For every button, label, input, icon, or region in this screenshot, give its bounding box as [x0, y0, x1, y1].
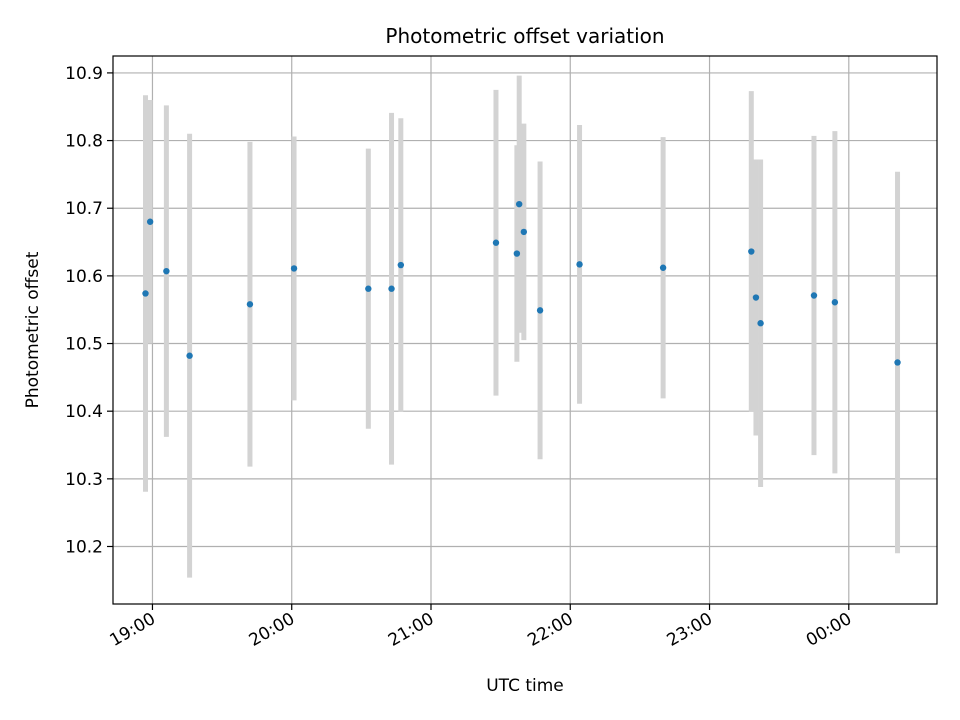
data-point: [576, 261, 583, 268]
y-tick-label: 10.4: [65, 402, 103, 422]
data-point: [810, 292, 818, 299]
data-point: [536, 307, 544, 314]
data-point: [146, 218, 154, 225]
y-tick-label: 10.5: [65, 335, 103, 355]
data-point: [290, 265, 298, 272]
data-point: [246, 301, 254, 308]
y-tick-label: 10.6: [65, 267, 103, 287]
y-tick-label: 10.2: [65, 537, 103, 557]
data-point: [492, 239, 500, 246]
y-tick-label: 10.7: [65, 199, 103, 219]
data-point: [186, 352, 193, 359]
y-tick-label: 10.8: [65, 132, 103, 152]
data-point: [515, 200, 523, 208]
data-point: [894, 359, 901, 366]
data-point: [365, 285, 372, 292]
data-point: [163, 267, 170, 275]
chart-title: Photometric offset variation: [385, 24, 664, 48]
data-points: [142, 200, 901, 366]
data-point: [520, 228, 528, 236]
data-point: [659, 264, 667, 271]
y-tick-label: 10.3: [65, 470, 103, 490]
x-axis-label: UTC time: [486, 676, 564, 696]
data-point: [748, 248, 755, 255]
data-point: [513, 250, 521, 257]
data-point: [831, 299, 839, 306]
data-point: [388, 285, 395, 292]
y-axis-ticks: 10.2 10.3 10.4 10.5 10.6 10.7 10.8 10.9: [65, 64, 113, 557]
y-axis-label: Photometric offset: [23, 251, 43, 408]
plot-frame: [112, 55, 938, 605]
y-tick-label: 10.9: [65, 64, 103, 84]
data-point: [752, 294, 760, 301]
data-point: [757, 320, 764, 327]
data-point: [397, 261, 405, 269]
data-point: [142, 290, 149, 297]
